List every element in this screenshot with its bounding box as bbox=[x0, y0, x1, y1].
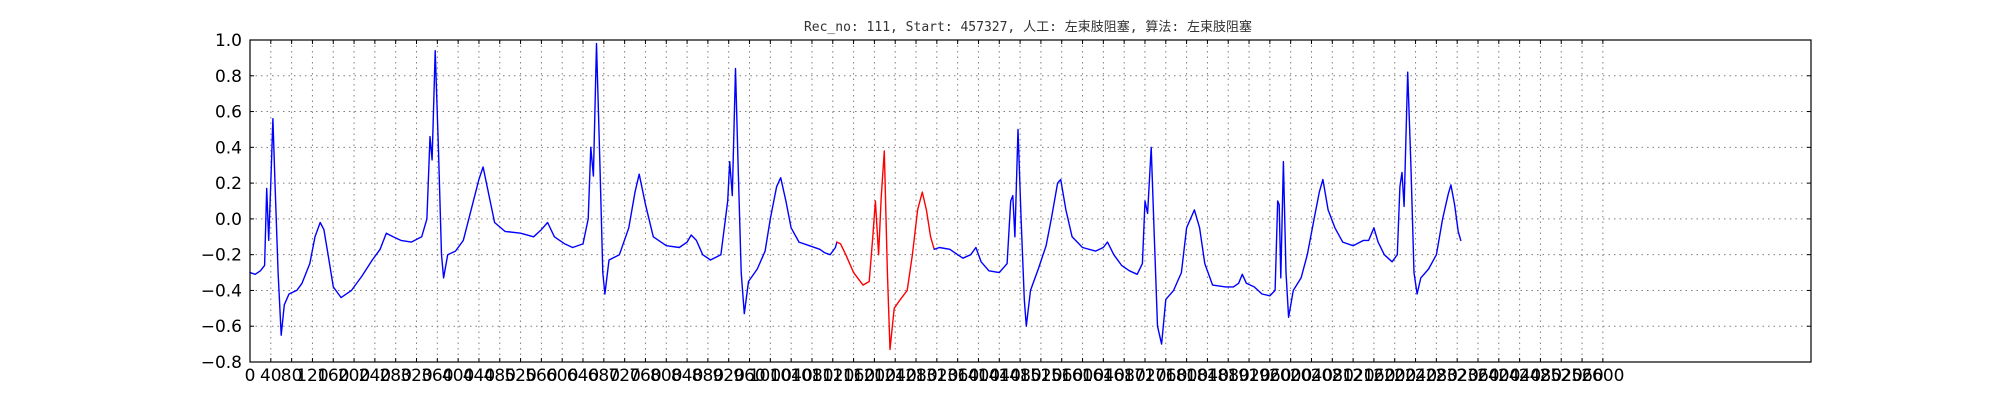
x-tick-label: 1200 bbox=[853, 366, 896, 386]
x-tick-label: 1480 bbox=[998, 366, 1041, 386]
x-tick-label: 1840 bbox=[1186, 366, 1229, 386]
x-tick-label: 1080 bbox=[790, 366, 833, 386]
x-tick-label: 1440 bbox=[978, 366, 1021, 386]
x-tick-label: 400 bbox=[442, 366, 474, 386]
x-tick-label: 1520 bbox=[1019, 366, 1062, 386]
y-tick-label: 0.6 bbox=[215, 103, 242, 123]
axis-ticks bbox=[249, 39, 1811, 363]
ecg-segment-2 bbox=[836, 150, 935, 351]
chart-title: Rec_no: 111, Start: 457327, 人工: 左束肢阻塞, 算… bbox=[804, 19, 1252, 35]
x-tick-label: 1280 bbox=[894, 366, 937, 386]
x-tick-label: 200 bbox=[338, 366, 370, 386]
x-tick-label: 240 bbox=[359, 366, 391, 386]
x-tick-label: 520 bbox=[504, 366, 536, 386]
y-tick-label: 1.0 bbox=[215, 31, 242, 51]
x-tick-label: 600 bbox=[546, 366, 578, 386]
x-tick-label: 2360 bbox=[1456, 366, 1499, 386]
x-tick-label: 1880 bbox=[1207, 366, 1250, 386]
x-tick-label: 2040 bbox=[1290, 366, 1333, 386]
x-tick-label: 1000 bbox=[749, 366, 792, 386]
x-tick-label: 1120 bbox=[811, 366, 854, 386]
x-tick-label: 2200 bbox=[1373, 366, 1416, 386]
x-tick-label: 560 bbox=[525, 366, 557, 386]
x-tick-label: 2080 bbox=[1311, 366, 1354, 386]
x-tick-label: 80 bbox=[281, 366, 303, 386]
x-tick-label: 800 bbox=[650, 366, 682, 386]
x-tick-label: 2600 bbox=[1581, 366, 1624, 386]
x-tick-label: 1920 bbox=[1227, 366, 1270, 386]
x-tick-label: 2440 bbox=[1498, 366, 1541, 386]
y-tick-label: 0.4 bbox=[215, 138, 242, 158]
x-tick-label: 1760 bbox=[1144, 366, 1187, 386]
grid bbox=[250, 40, 1811, 362]
x-tick-label: 120 bbox=[296, 366, 328, 386]
x-tick-label: 440 bbox=[463, 366, 495, 386]
y-tick-label: −0.8 bbox=[201, 353, 242, 373]
x-tick-label: 2560 bbox=[1560, 366, 1603, 386]
y-tick-label: 0.0 bbox=[215, 210, 242, 230]
ecg-series bbox=[249, 42, 1462, 351]
y-tick-label: 0.8 bbox=[215, 67, 242, 87]
x-tick-label: 280 bbox=[379, 366, 411, 386]
x-tick-label: 2280 bbox=[1415, 366, 1458, 386]
x-tick-label: 1680 bbox=[1103, 366, 1146, 386]
x-tick-label: 880 bbox=[692, 366, 724, 386]
x-tick-label: 2160 bbox=[1352, 366, 1395, 386]
x-tick-label: 40 bbox=[260, 366, 282, 386]
ecg-segment-3 bbox=[933, 71, 1462, 345]
x-tick-label: 840 bbox=[671, 366, 703, 386]
x-tick-label: 920 bbox=[712, 366, 744, 386]
x-tick-label: 1640 bbox=[1082, 366, 1125, 386]
x-tick-label: 1600 bbox=[1061, 366, 1104, 386]
y-tick-label: −0.6 bbox=[201, 317, 242, 337]
ecg-segment-1 bbox=[249, 42, 838, 336]
x-tick-label: 1360 bbox=[936, 366, 979, 386]
y-axis-tick-labels: 1.0 0.8 0.6 0.4 0.2 0.0 −0.2 −0.4 −0.6 −0.8 bbox=[201, 31, 242, 373]
x-tick-label: 320 bbox=[400, 366, 432, 386]
x-tick-label: 960 bbox=[733, 366, 765, 386]
x-tick-label: 1160 bbox=[832, 366, 875, 386]
x-tick-label: 1960 bbox=[1248, 366, 1291, 386]
x-tick-label: 2120 bbox=[1331, 366, 1374, 386]
x-tick-label: 1560 bbox=[1040, 366, 1083, 386]
x-tick-label: 2520 bbox=[1540, 366, 1583, 386]
y-tick-label: 0.2 bbox=[215, 174, 242, 194]
x-tick-label: 760 bbox=[629, 366, 661, 386]
y-tick-label: −0.4 bbox=[201, 281, 242, 301]
x-tick-label: 2400 bbox=[1477, 366, 1520, 386]
x-tick-label: 360 bbox=[421, 366, 453, 386]
x-tick-label: 1400 bbox=[957, 366, 1000, 386]
x-tick-label: 2240 bbox=[1394, 366, 1437, 386]
x-tick-label: 1240 bbox=[874, 366, 917, 386]
plot-frame bbox=[249, 39, 1812, 363]
x-tick-label: 2480 bbox=[1519, 366, 1562, 386]
x-tick-label: 1800 bbox=[1165, 366, 1208, 386]
x-tick-label: 1720 bbox=[1123, 366, 1166, 386]
x-tick-label: 640 bbox=[567, 366, 599, 386]
x-tick-label: 680 bbox=[588, 366, 620, 386]
x-tick-label: 2320 bbox=[1436, 366, 1479, 386]
x-tick-label: 480 bbox=[484, 366, 516, 386]
x-axis-tick-labels: 0 40 8012016020024028032036040044048052056… bbox=[245, 366, 1625, 386]
x-tick-label: 2000 bbox=[1269, 366, 1312, 386]
x-tick-label: 1320 bbox=[915, 366, 958, 386]
x-tick-label: 1040 bbox=[770, 366, 813, 386]
x-tick-label: 160 bbox=[317, 366, 349, 386]
x-tick-label: 0 bbox=[245, 366, 256, 386]
y-tick-label: −0.2 bbox=[201, 246, 242, 266]
x-tick-label: 720 bbox=[608, 366, 640, 386]
